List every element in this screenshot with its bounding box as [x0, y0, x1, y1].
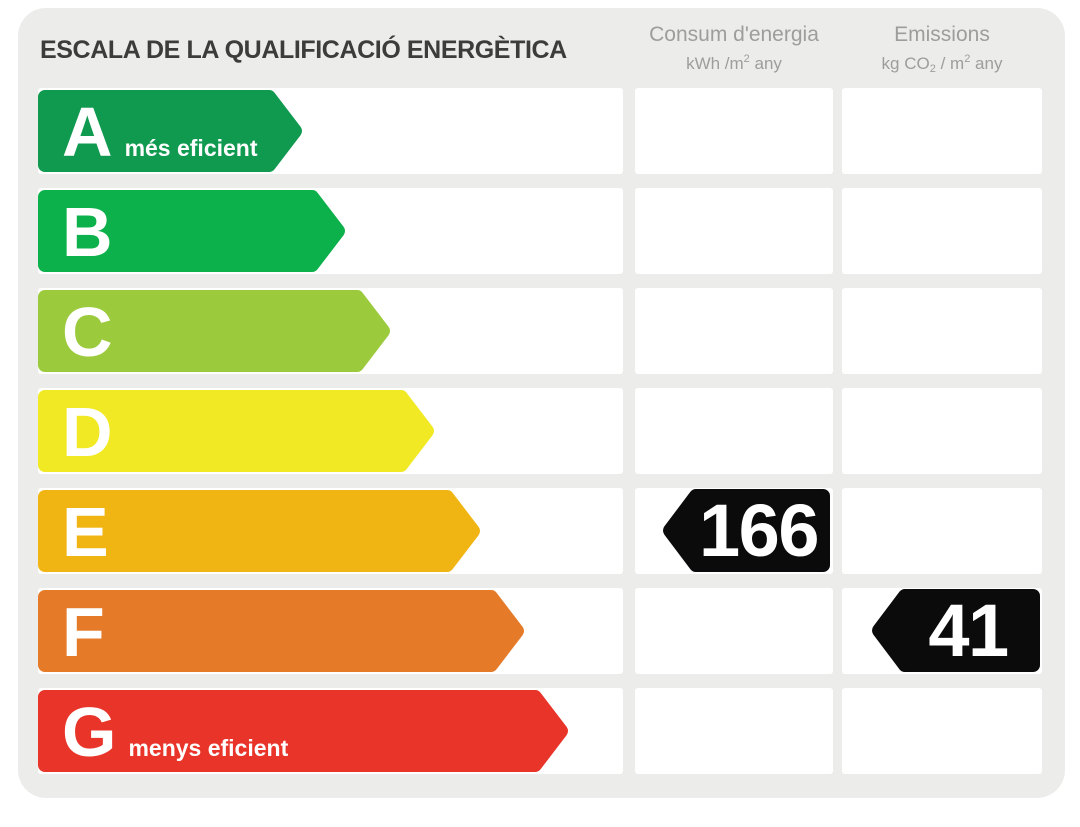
consum-value-arrow: 166 [663, 489, 830, 572]
emissions-cell-d [842, 388, 1042, 474]
grade-arrow-b: B [38, 190, 345, 272]
column-header-emissions: Emissions kg CO2 / m2 any [842, 22, 1042, 75]
grade-letter: B [62, 193, 113, 271]
scale-row-b: B [18, 188, 1065, 274]
grade-arrow-d: D [38, 390, 434, 472]
grade-arrow-text: F [62, 590, 105, 672]
consum-unit: kWh /m2 any [635, 53, 833, 74]
grade-arrow-text: E [62, 490, 109, 572]
efficiency-label: més eficient [124, 135, 258, 161]
unit-part: / m [935, 54, 965, 73]
efficiency-label: menys eficient [128, 735, 289, 761]
consum-cell-g [635, 688, 833, 774]
unit-part: 2 [743, 53, 750, 65]
scale-row-d: D [18, 388, 1065, 474]
emissions-value-arrow: 41 [872, 589, 1040, 672]
grade-arrow-text: C [62, 290, 113, 372]
consum-cell-f [635, 588, 833, 674]
grade-arrow-shape-e [38, 490, 480, 572]
grade-arrow-c: C [38, 290, 390, 372]
emissions-cell-g [842, 688, 1042, 774]
grade-arrow-text: D [62, 390, 113, 472]
grade-arrow-shape-d [38, 390, 434, 472]
grade-letter: C [62, 293, 113, 371]
grade-letter: G [62, 693, 117, 771]
grade-letter: D [62, 393, 113, 471]
grade-arrow-shape-a [38, 90, 302, 172]
grade-arrow-shape-b [38, 190, 345, 272]
scale-row-e: 166 E [18, 488, 1065, 574]
panel-title: ESCALA DE LA QUALIFICACIÓ ENERGÈTICA [40, 36, 567, 64]
emissions-cell-a [842, 88, 1042, 174]
consum-cell-d [635, 388, 833, 474]
column-header-consum: Consum d'energia kWh /m2 any [635, 22, 833, 74]
grade-arrow-shape-f [38, 590, 524, 672]
emissions-value: 41 [928, 588, 1009, 672]
unit-part: kWh /m [686, 54, 744, 73]
unit-part: 2 [929, 63, 936, 75]
unit-part: any [749, 54, 782, 73]
unit-part: 2 [964, 53, 971, 65]
consum-cell-a [635, 88, 833, 174]
consum-cell-b [635, 188, 833, 274]
energy-rating-panel: ESCALA DE LA QUALIFICACIÓ ENERGÈTICA Con… [18, 8, 1065, 798]
emissions-title: Emissions [894, 23, 990, 46]
grade-letter: A [62, 93, 113, 171]
scale-row-f: 41 F [18, 588, 1065, 674]
consum-cell-e: 166 [635, 488, 833, 574]
grade-arrow-text: B [62, 190, 113, 272]
emissions-cell-e [842, 488, 1042, 574]
consum-cell-c [635, 288, 833, 374]
emissions-unit: kg CO2 / m2 any [842, 53, 1042, 75]
grade-letter: E [62, 493, 109, 571]
emissions-cell-b [842, 188, 1042, 274]
emissions-value-arrow-shape [872, 589, 1040, 672]
grade-arrow-shape-c [38, 290, 390, 372]
consum-value: 166 [699, 488, 819, 572]
unit-part: kg CO [881, 54, 930, 73]
grade-letter: F [62, 593, 105, 671]
grade-arrow-e: E [38, 490, 480, 572]
grade-arrow-f: F [38, 590, 524, 672]
emissions-cell-c [842, 288, 1042, 374]
emissions-cell-f: 41 [842, 588, 1042, 674]
scale-row-c: C [18, 288, 1065, 374]
grade-arrow-shape-g [38, 690, 568, 772]
unit-part: any [970, 54, 1003, 73]
consum-value-arrow-shape [663, 489, 830, 572]
consum-title: Consum d'energia [649, 23, 819, 46]
